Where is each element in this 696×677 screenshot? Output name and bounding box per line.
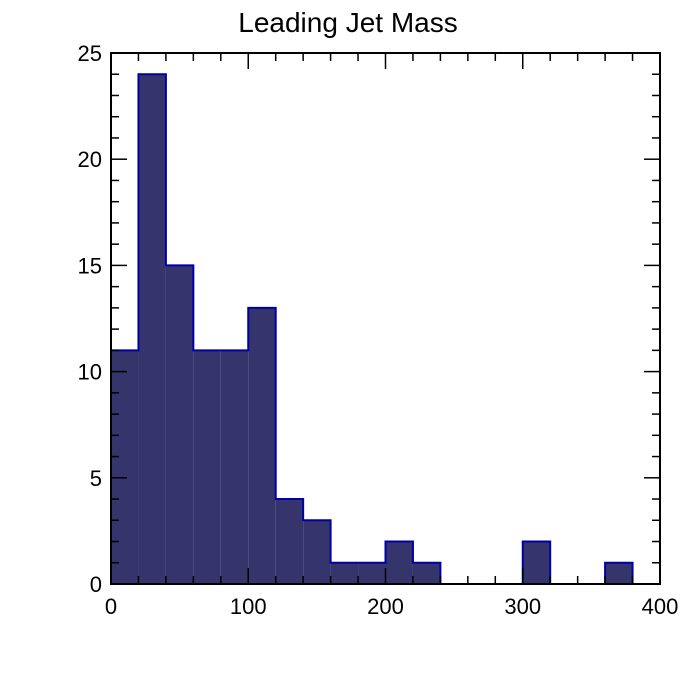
chart-title: Leading Jet Mass xyxy=(238,7,457,38)
x-tick-label: 0 xyxy=(105,594,117,619)
histogram-bar-7 xyxy=(303,520,331,584)
x-tick-label: 200 xyxy=(367,594,404,619)
histogram-bar-15 xyxy=(522,541,551,584)
histogram-bar-5 xyxy=(248,307,276,584)
histogram-bar-10 xyxy=(385,541,413,584)
histogram-bar-2 xyxy=(165,265,194,584)
x-tick-label: 300 xyxy=(504,594,541,619)
histogram-bar-0 xyxy=(111,350,139,584)
x-tick-label: 400 xyxy=(642,594,679,619)
histogram-bar-11 xyxy=(412,562,441,584)
tick-labels-layer: 0 100 200 300 400 0 5 10 15 20 25 xyxy=(78,41,679,619)
y-tick-label: 15 xyxy=(78,253,102,278)
y-tick-label: 0 xyxy=(90,572,102,597)
bars-layer xyxy=(110,73,660,585)
histogram-bar-8 xyxy=(330,562,359,584)
histogram-bar-4 xyxy=(220,350,249,584)
x-tick-label: 100 xyxy=(230,594,267,619)
histogram-bar-9 xyxy=(358,562,386,584)
y-tick-label: 5 xyxy=(90,466,102,491)
histogram-bar-6 xyxy=(275,499,304,584)
histogram-bar-18 xyxy=(605,562,633,584)
y-tick-label: 25 xyxy=(78,41,102,66)
histogram-bar-3 xyxy=(193,350,221,584)
y-tick-label: 10 xyxy=(78,360,102,385)
histogram-bar-1 xyxy=(138,74,166,585)
plot-frame xyxy=(110,52,661,585)
y-tick-label: 20 xyxy=(78,147,102,172)
